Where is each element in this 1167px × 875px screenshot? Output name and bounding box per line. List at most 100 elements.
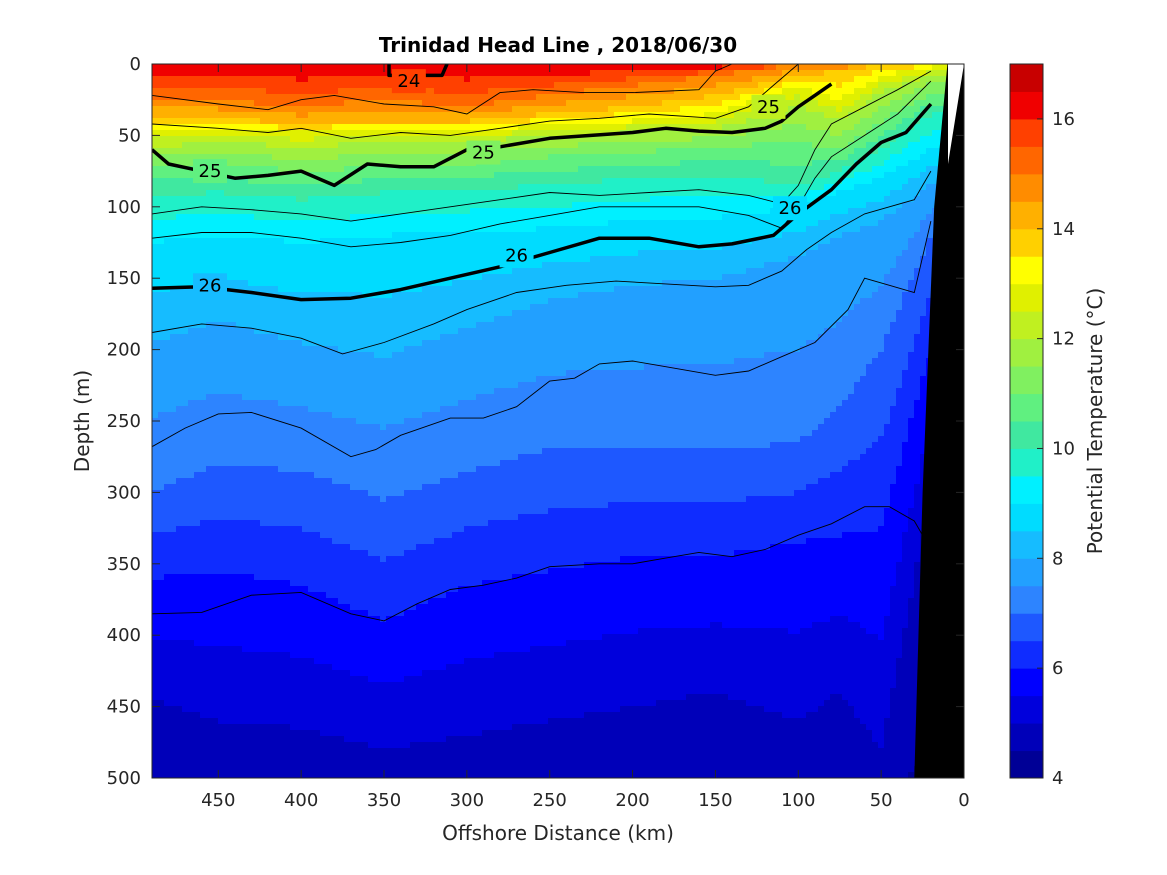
temperature-cell <box>158 292 165 299</box>
temperature-cell <box>368 394 375 401</box>
temperature-cell <box>374 190 381 197</box>
temperature-cell <box>332 550 339 557</box>
temperature-cell <box>284 532 291 539</box>
temperature-cell <box>158 634 165 641</box>
temperature-cell <box>248 310 255 317</box>
temperature-cell <box>236 640 243 647</box>
temperature-cell <box>362 562 369 569</box>
temperature-cell <box>266 244 273 251</box>
temperature-cell <box>266 196 273 203</box>
temperature-cell <box>224 310 231 317</box>
temperature-cell <box>344 196 351 203</box>
temperature-cell <box>308 208 315 215</box>
temperature-cell <box>236 538 243 545</box>
temperature-cell <box>152 358 159 365</box>
temperature-cell <box>380 580 387 587</box>
temperature-cell <box>314 700 321 707</box>
temperature-cell <box>374 562 381 569</box>
temperature-cell <box>398 556 405 563</box>
temperature-cell <box>236 496 243 503</box>
temperature-cell <box>296 604 303 611</box>
temperature-cell <box>350 430 357 437</box>
temperature-cell <box>356 214 363 221</box>
temperature-cell <box>200 394 207 401</box>
temperature-cell <box>266 508 273 515</box>
temperature-cell <box>374 238 381 245</box>
temperature-cell <box>368 220 375 227</box>
temperature-cell <box>350 772 357 778</box>
temperature-cell <box>152 460 159 467</box>
temperature-cell <box>224 184 231 191</box>
temperature-cell <box>344 244 351 251</box>
temperature-cell <box>308 490 315 497</box>
temperature-cell <box>224 544 231 551</box>
temperature-cell <box>368 118 375 125</box>
temperature-cell <box>314 292 321 299</box>
temperature-cell <box>284 124 291 131</box>
temperature-cell <box>350 472 357 479</box>
temperature-cell <box>302 688 309 695</box>
temperature-cell <box>314 514 321 521</box>
temperature-cell <box>164 352 171 359</box>
temperature-cell <box>260 766 267 773</box>
temperature-cell <box>350 556 357 563</box>
temperature-cell <box>212 250 219 257</box>
temperature-cell <box>338 142 345 149</box>
temperature-cell <box>326 118 333 125</box>
temperature-cell <box>248 154 255 161</box>
temperature-cell <box>308 334 315 341</box>
temperature-cell <box>398 604 405 611</box>
temperature-cell <box>362 304 369 311</box>
temperature-cell <box>362 232 369 239</box>
temperature-cell <box>320 520 327 527</box>
temperature-cell <box>182 592 189 599</box>
temperature-cell <box>266 142 273 149</box>
temperature-cell <box>188 94 195 101</box>
temperature-cell <box>344 250 351 257</box>
temperature-cell <box>176 418 183 425</box>
temperature-cell <box>170 502 177 509</box>
temperature-cell <box>200 484 207 491</box>
temperature-cell <box>356 670 363 677</box>
temperature-cell <box>194 670 201 677</box>
temperature-cell <box>236 292 243 299</box>
temperature-cell <box>392 274 399 281</box>
temperature-cell <box>344 370 351 377</box>
temperature-cell <box>152 478 159 485</box>
temperature-cell <box>326 718 333 725</box>
temperature-cell <box>254 712 261 719</box>
temperature-cell <box>326 568 333 575</box>
temperature-cell <box>260 400 267 407</box>
temperature-cell <box>254 178 261 185</box>
temperature-cell <box>188 586 195 593</box>
temperature-cell <box>236 196 243 203</box>
temperature-cell <box>248 208 255 215</box>
temperature-cell <box>374 148 381 155</box>
temperature-cell <box>314 298 321 305</box>
chart-title: Trinidad Head Line , 2018/06/30 <box>379 33 737 57</box>
temperature-cell <box>386 250 393 257</box>
temperature-cell <box>224 106 231 113</box>
temperature-cell <box>320 388 327 395</box>
temperature-cell <box>206 670 213 677</box>
temperature-cell <box>386 670 393 677</box>
temperature-cell <box>314 652 321 659</box>
temperature-cell <box>344 142 351 149</box>
temperature-cell <box>290 178 297 185</box>
temperature-cell <box>392 124 399 131</box>
temperature-cell <box>290 670 297 677</box>
temperature-cell <box>332 622 339 629</box>
temperature-cell <box>386 130 393 137</box>
temperature-cell <box>356 538 363 545</box>
temperature-cell <box>278 106 285 113</box>
temperature-cell <box>194 208 201 215</box>
temperature-cell <box>374 712 381 719</box>
temperature-cell <box>218 730 225 737</box>
temperature-cell <box>260 244 267 251</box>
temperature-cell <box>164 106 171 113</box>
temperature-cell <box>260 394 267 401</box>
temperature-cell <box>386 550 393 557</box>
temperature-cell <box>224 472 231 479</box>
temperature-cell <box>188 604 195 611</box>
temperature-cell <box>254 112 261 119</box>
